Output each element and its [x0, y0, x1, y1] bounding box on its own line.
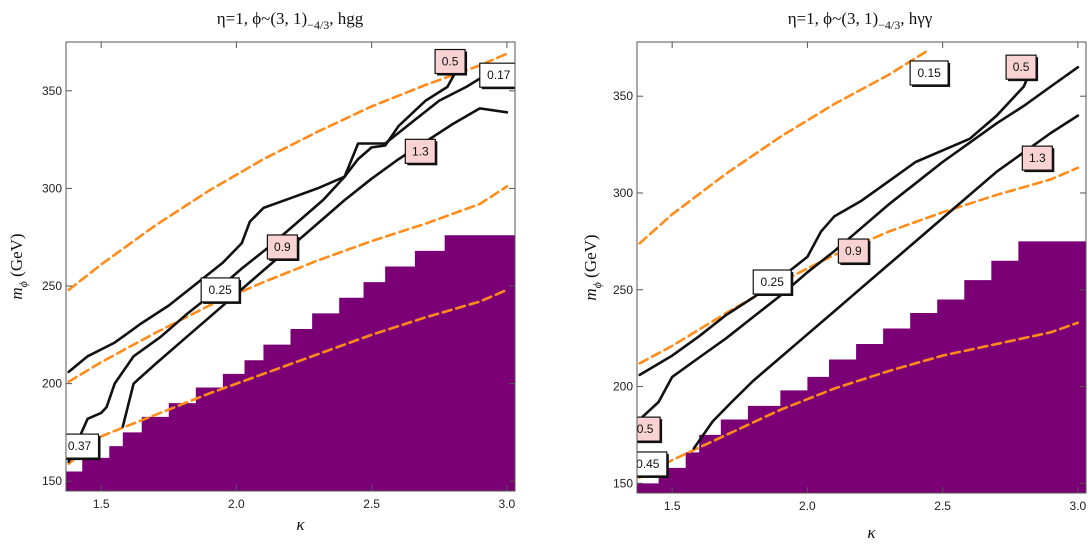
contour-label: 0.15: [909, 60, 951, 87]
x-tick-label: 2.0: [228, 497, 245, 511]
x-axis-label: κ: [867, 523, 876, 542]
contour-label: 0.25: [752, 269, 794, 297]
x-axis-label: κ: [296, 515, 305, 534]
contour-label: 1.3: [1021, 145, 1055, 173]
solid-contour: [692, 114, 1080, 450]
contour-label-text: 0.37: [68, 439, 92, 453]
y-tick-label: 300: [42, 181, 62, 195]
contour-label-text: 0.5: [442, 55, 459, 69]
x-tick-label: 1.5: [93, 497, 110, 511]
dashed-contour: [638, 48, 931, 245]
dashed-contour: [638, 321, 1080, 479]
x-tick-label: 2.5: [363, 497, 380, 511]
chart-title: η=1, ϕ~(3, 1)−4/3, hγγ: [788, 9, 933, 32]
dashed-contour: [67, 288, 509, 465]
contour-label: 0.5: [1005, 54, 1039, 82]
y-tick-label: 300: [613, 186, 633, 200]
plot-area: 0.15 0.5 1.3 0.9 0.25 0.5 0.45: [636, 48, 1086, 493]
y-tick-label: 200: [613, 380, 633, 394]
contour-label-text: 0.5: [1013, 60, 1030, 74]
contour-label: 0.9: [266, 234, 300, 261]
panel-hgammagamma: 0.15 0.5 1.3 0.9 0.25 0.5 0.45 1.5 2.0 2.5 3.0 150 2…: [581, 9, 1087, 542]
contour-label-text: 0.9: [274, 240, 291, 254]
x-tick-label: 3.0: [1070, 499, 1087, 513]
x-tick-label: 1.5: [664, 499, 681, 513]
x-tick-label: 3.0: [499, 497, 516, 511]
y-tick-label: 200: [42, 377, 62, 391]
y-tick-label: 250: [613, 283, 633, 297]
plot-frame: [636, 41, 1087, 494]
contour-label: 0.25: [200, 277, 242, 304]
solid-contour: [67, 66, 460, 374]
contour-label-text: 0.45: [636, 457, 660, 471]
contour-label: 0.9: [837, 238, 871, 266]
contour-label: 0.17: [479, 62, 515, 90]
y-axis-label: mϕ (GeV): [581, 234, 604, 300]
y-tick-label: 350: [42, 84, 62, 98]
contour-label: 0.45: [636, 451, 669, 478]
excluded-region: [637, 241, 1086, 493]
contour-label: 0.5: [434, 48, 468, 76]
contour-label-text: 0.17: [487, 68, 511, 82]
y-tick-label: 150: [613, 476, 633, 490]
contour-label-text: 0.15: [917, 66, 941, 80]
contour-label-text: 0.25: [761, 275, 785, 289]
chart-title: η=1, ϕ~(3, 1)−4/3, hgg: [217, 9, 364, 32]
contour-label: 1.3: [404, 138, 438, 166]
contour-label-text: 0.9: [845, 244, 862, 258]
panel-hgg: 0.5 0.17 1.3 0.9 0.25 0.37 1.5 2.0 2.5 3.0 150 200 2…: [7, 9, 516, 534]
y-tick-label: 250: [42, 279, 62, 293]
plot-area: 0.5 0.17 1.3 0.9 0.25 0.37: [66, 48, 515, 491]
solid-contour: [67, 64, 503, 463]
contour-label-text: 0.25: [208, 283, 232, 297]
solid-contour: [638, 65, 1034, 377]
contour-label-text: 1.3: [1029, 151, 1046, 165]
contour-label-text: 1.3: [412, 144, 429, 158]
y-tick-label: 150: [42, 474, 62, 488]
y-tick-label: 350: [613, 89, 633, 103]
contour-label: 0.37: [66, 433, 101, 461]
solid-contour: [121, 107, 509, 428]
contour-label-text: 0.5: [637, 422, 654, 436]
dashed-contour: [67, 185, 509, 383]
y-axis-label: mϕ (GeV): [7, 233, 30, 299]
plot-frame: [65, 41, 516, 492]
x-tick-label: 2.5: [934, 499, 951, 513]
contour-label: 0.5: [637, 416, 663, 444]
x-tick-label: 2.0: [799, 499, 816, 513]
